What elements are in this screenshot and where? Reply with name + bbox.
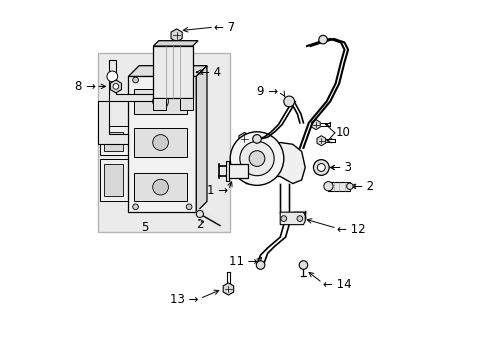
Polygon shape bbox=[242, 143, 305, 184]
Polygon shape bbox=[311, 120, 320, 130]
Polygon shape bbox=[196, 66, 206, 212]
Bar bbox=[134, 128, 187, 157]
Circle shape bbox=[152, 135, 168, 150]
Circle shape bbox=[230, 132, 283, 185]
Bar bbox=[98, 53, 230, 232]
Circle shape bbox=[113, 84, 119, 89]
Text: ← 3: ← 3 bbox=[330, 161, 351, 174]
Circle shape bbox=[299, 261, 307, 269]
Text: ← 12: ← 12 bbox=[337, 223, 365, 236]
Text: ← 4: ← 4 bbox=[200, 66, 221, 78]
Text: ← 14: ← 14 bbox=[323, 278, 351, 291]
Polygon shape bbox=[108, 60, 153, 102]
Circle shape bbox=[186, 204, 192, 210]
Polygon shape bbox=[225, 161, 229, 181]
Circle shape bbox=[256, 261, 264, 269]
Text: ← 7: ← 7 bbox=[214, 21, 235, 33]
Polygon shape bbox=[153, 46, 192, 98]
Text: 6: 6 bbox=[254, 140, 261, 153]
Polygon shape bbox=[228, 164, 247, 178]
Polygon shape bbox=[100, 126, 128, 155]
Bar bbox=[134, 89, 187, 114]
Text: 9 →: 9 → bbox=[257, 85, 278, 98]
Polygon shape bbox=[100, 158, 128, 202]
Polygon shape bbox=[328, 182, 349, 191]
Text: 8 →: 8 → bbox=[75, 80, 96, 93]
Text: 13 →: 13 → bbox=[169, 293, 198, 306]
Bar bbox=[104, 164, 123, 196]
Polygon shape bbox=[128, 66, 206, 76]
Circle shape bbox=[132, 204, 138, 210]
Circle shape bbox=[281, 216, 286, 221]
Circle shape bbox=[152, 94, 168, 109]
Circle shape bbox=[346, 183, 352, 189]
Circle shape bbox=[152, 179, 168, 195]
Text: 5: 5 bbox=[141, 221, 148, 234]
Polygon shape bbox=[280, 212, 305, 225]
Polygon shape bbox=[171, 29, 182, 42]
Bar bbox=[153, 98, 165, 111]
Bar bbox=[104, 132, 123, 151]
Bar bbox=[180, 98, 192, 111]
Polygon shape bbox=[98, 102, 128, 144]
Circle shape bbox=[283, 96, 294, 107]
Polygon shape bbox=[316, 136, 325, 146]
Polygon shape bbox=[153, 41, 198, 46]
Text: 2: 2 bbox=[196, 218, 203, 231]
Text: 10: 10 bbox=[335, 126, 350, 139]
Bar bbox=[134, 173, 187, 202]
Polygon shape bbox=[223, 283, 233, 295]
Circle shape bbox=[240, 141, 274, 176]
Text: 1 →: 1 → bbox=[207, 184, 228, 197]
Circle shape bbox=[252, 135, 261, 143]
Circle shape bbox=[186, 77, 192, 83]
Circle shape bbox=[313, 159, 328, 175]
Circle shape bbox=[132, 77, 138, 83]
Polygon shape bbox=[110, 80, 121, 93]
Circle shape bbox=[317, 163, 325, 171]
Polygon shape bbox=[128, 76, 196, 212]
Polygon shape bbox=[239, 132, 249, 145]
Text: ← 2: ← 2 bbox=[353, 180, 374, 193]
Circle shape bbox=[318, 35, 326, 44]
Circle shape bbox=[296, 216, 302, 221]
Circle shape bbox=[323, 181, 332, 191]
Circle shape bbox=[196, 210, 203, 217]
Circle shape bbox=[107, 71, 118, 82]
Text: 11 →: 11 → bbox=[229, 255, 258, 268]
Circle shape bbox=[248, 151, 264, 166]
